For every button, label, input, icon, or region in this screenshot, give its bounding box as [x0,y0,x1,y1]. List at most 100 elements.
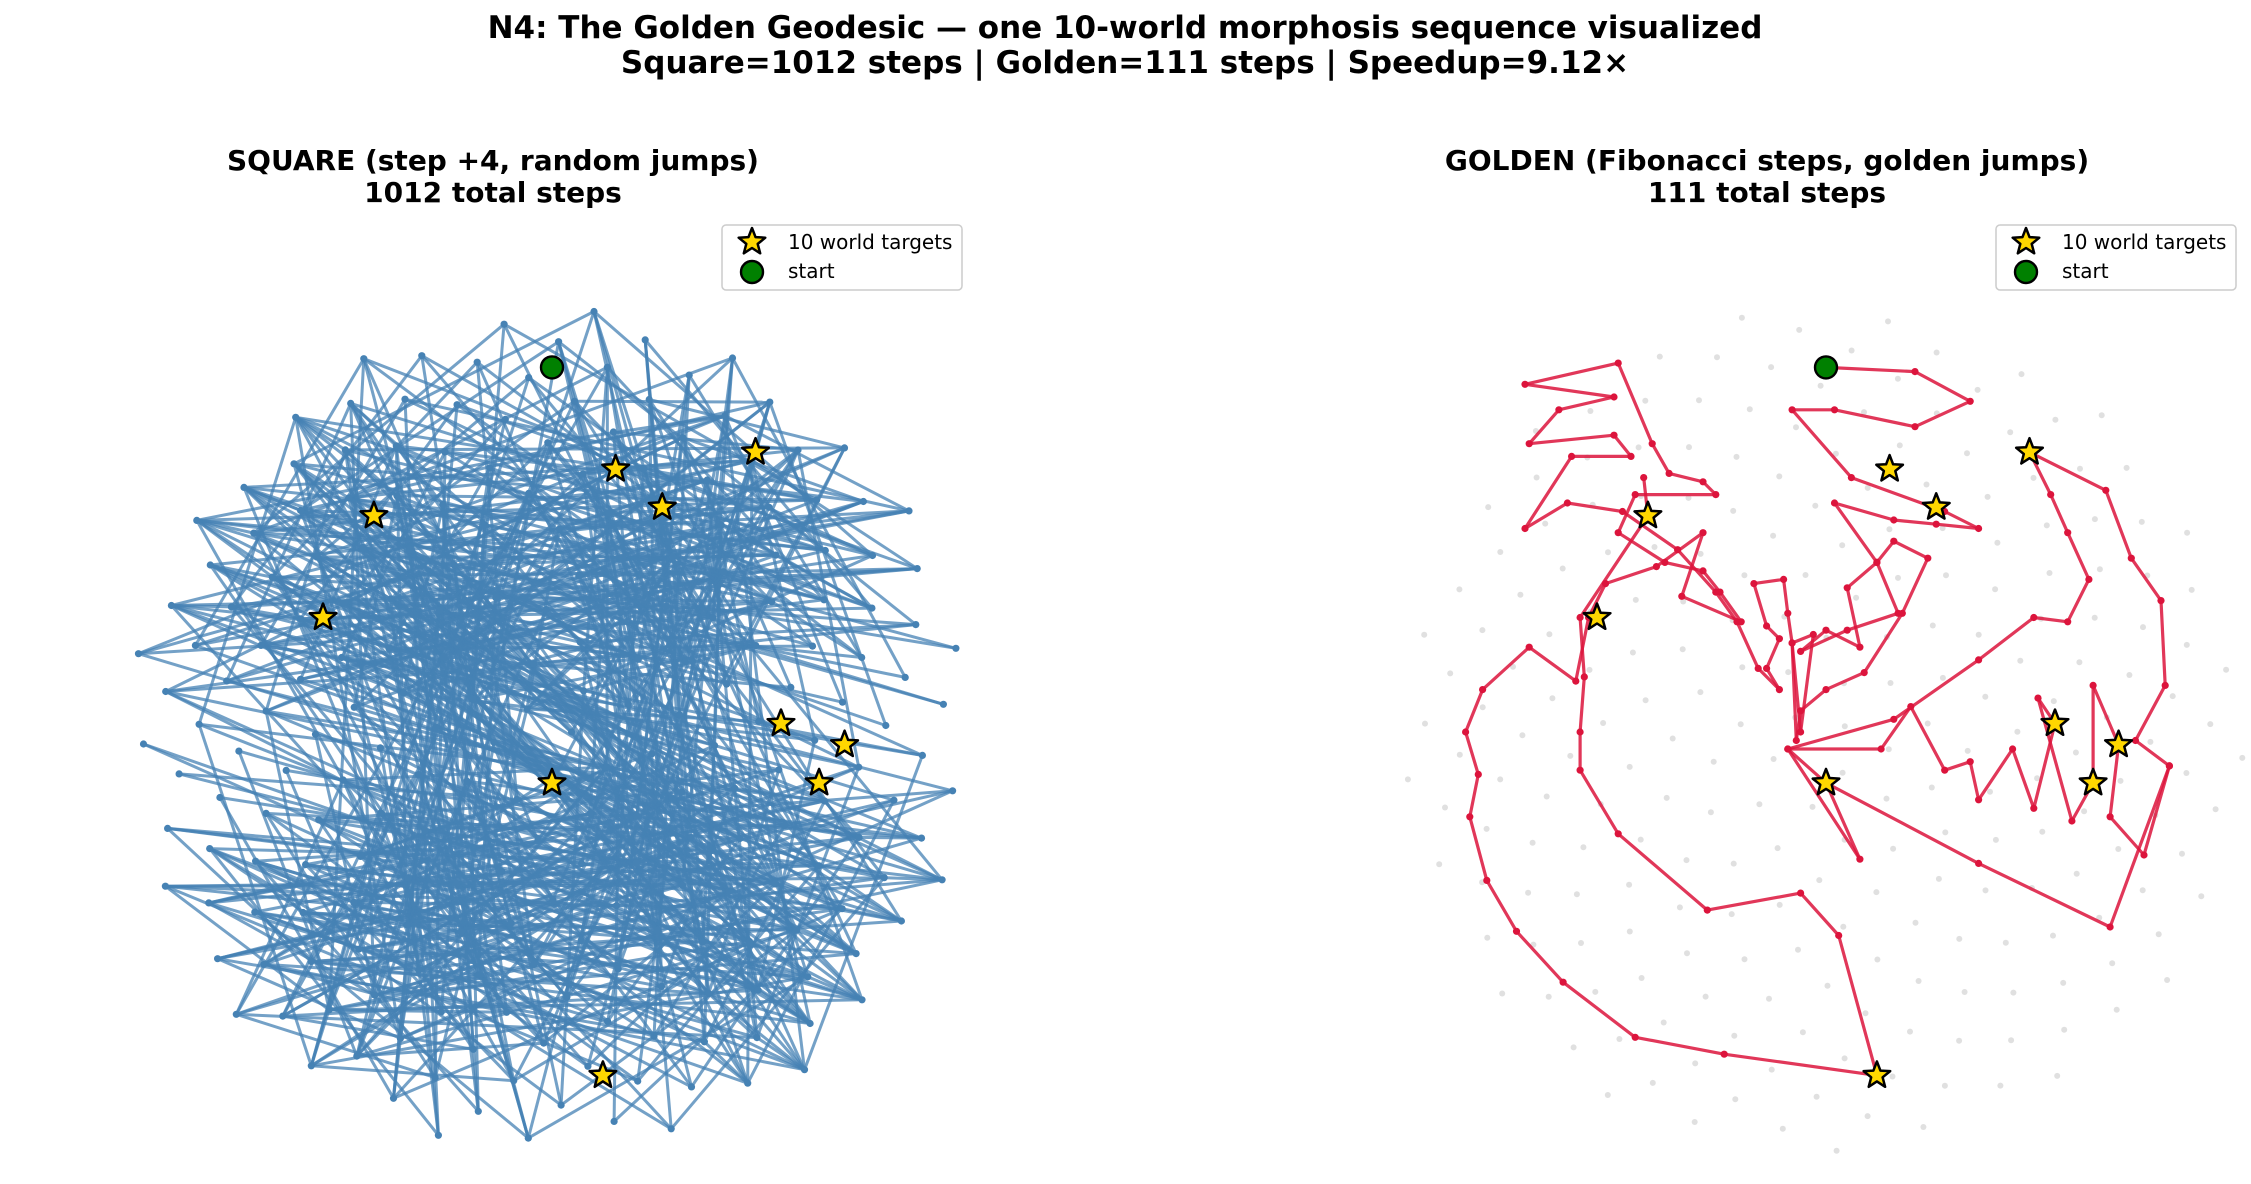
square-node [400,689,408,697]
square-path-segment [404,397,910,513]
golden-path-segment [1824,781,1981,866]
square-legend-targets-label: 10 world targets [788,230,952,254]
golden-path-segment [2133,738,2171,768]
golden-background-point [1580,844,1587,851]
golden-path-segment [1680,531,1705,598]
square-node [513,795,521,804]
golden-path-segment [2108,764,2171,929]
golden-background-point [1697,550,1704,557]
golden-background-point [2115,846,2122,852]
square-node [500,320,508,328]
golden-node [1932,520,1940,528]
golden-node [1555,406,1563,414]
square-node [534,836,542,845]
golden-path-segment [1790,632,1815,645]
square-node [624,700,632,708]
square-node [640,465,648,473]
square-target-star [601,453,631,482]
square-node [216,793,224,802]
square-node [645,395,653,404]
golden-background-point [1864,1113,1871,1120]
golden-node [1843,626,1851,634]
square-path-segment [725,447,846,685]
square-node [401,395,409,403]
golden-background-point [1638,975,1645,981]
golden-path-segment [1913,370,1972,403]
golden-path-segment [1934,522,1981,531]
square-node [339,776,347,784]
golden-background-point [1839,769,1846,776]
golden-node [1856,643,1864,651]
golden-path-segment [1943,760,1972,772]
golden-background-point [1660,1019,1667,1026]
golden-background-point [1915,978,1922,984]
golden-node [1797,889,1805,897]
square-legend-star [737,226,767,255]
golden-path-segment [1578,514,1650,620]
square-path-segment [299,340,560,512]
golden-node [1890,537,1898,545]
golden-path-segment [1557,395,1616,412]
golden-legend-star [2011,226,2041,255]
golden-background-point [2123,464,2130,471]
golden-background-point [1605,549,1611,556]
golden-path-segment [1798,628,1849,654]
golden-path-segment [1527,433,1616,446]
square-path-segment [208,901,376,997]
square-node [492,594,500,602]
golden-node [1559,978,1567,986]
golden-background-point [1741,956,1748,963]
square-path-segment [234,779,345,1015]
golden-background-point [1793,424,1799,431]
golden-node [2131,736,2140,745]
golden-background-point [2091,614,2098,621]
square-node [938,876,946,884]
square-path-segment [164,884,639,1083]
square-path-segment [456,403,918,571]
square-node [311,730,320,738]
square-path-segment [542,889,731,1045]
golden-legend-star-icon [2011,226,2041,255]
golden-background-point [1604,1092,1611,1098]
golden-background-point [1456,751,1463,758]
golden-background-point [1924,720,1931,727]
square-node [821,797,829,805]
square-node [360,355,368,363]
golden-background-point [2140,624,2146,631]
golden-panel: GOLDEN (Fibonacci steps, golden jumps) 1… [1404,144,2246,1154]
golden-background-point [2007,429,2014,436]
square-node [676,711,684,719]
square-path-segment [665,604,813,648]
golden-background-point [1600,720,1607,726]
golden-path-segment [2129,556,2163,603]
golden-background-point [2139,887,2146,894]
square-node [434,1131,442,1139]
golden-background-point [1770,532,1777,539]
golden-background-point [1567,752,1574,759]
golden-node [1512,927,1521,935]
square-node [917,834,926,842]
golden-path-segment [2027,450,2108,492]
square-node [257,641,265,650]
golden-path-segment [1824,365,1917,374]
square-node [357,852,365,861]
square-node [771,880,779,888]
square-node [540,1039,548,1047]
square-node [619,554,627,563]
golden-background-point [1890,845,1897,852]
square-path-segment [356,1041,544,1058]
square-path-segment [209,847,609,1023]
square-start-marker [539,355,565,380]
square-node [164,824,172,833]
golden-path-segment [1578,615,1586,679]
golden-background-point [1587,408,1594,414]
square-node [603,763,611,771]
square-path-segment [586,401,772,1067]
square-node [214,955,222,963]
square-path-segment [265,812,639,1083]
square-node [800,1066,809,1074]
golden-path-segment [1790,641,1803,734]
golden-path-segment [1616,531,1667,565]
golden-path-segment [1527,408,1561,446]
golden-background-point [1714,354,1720,361]
